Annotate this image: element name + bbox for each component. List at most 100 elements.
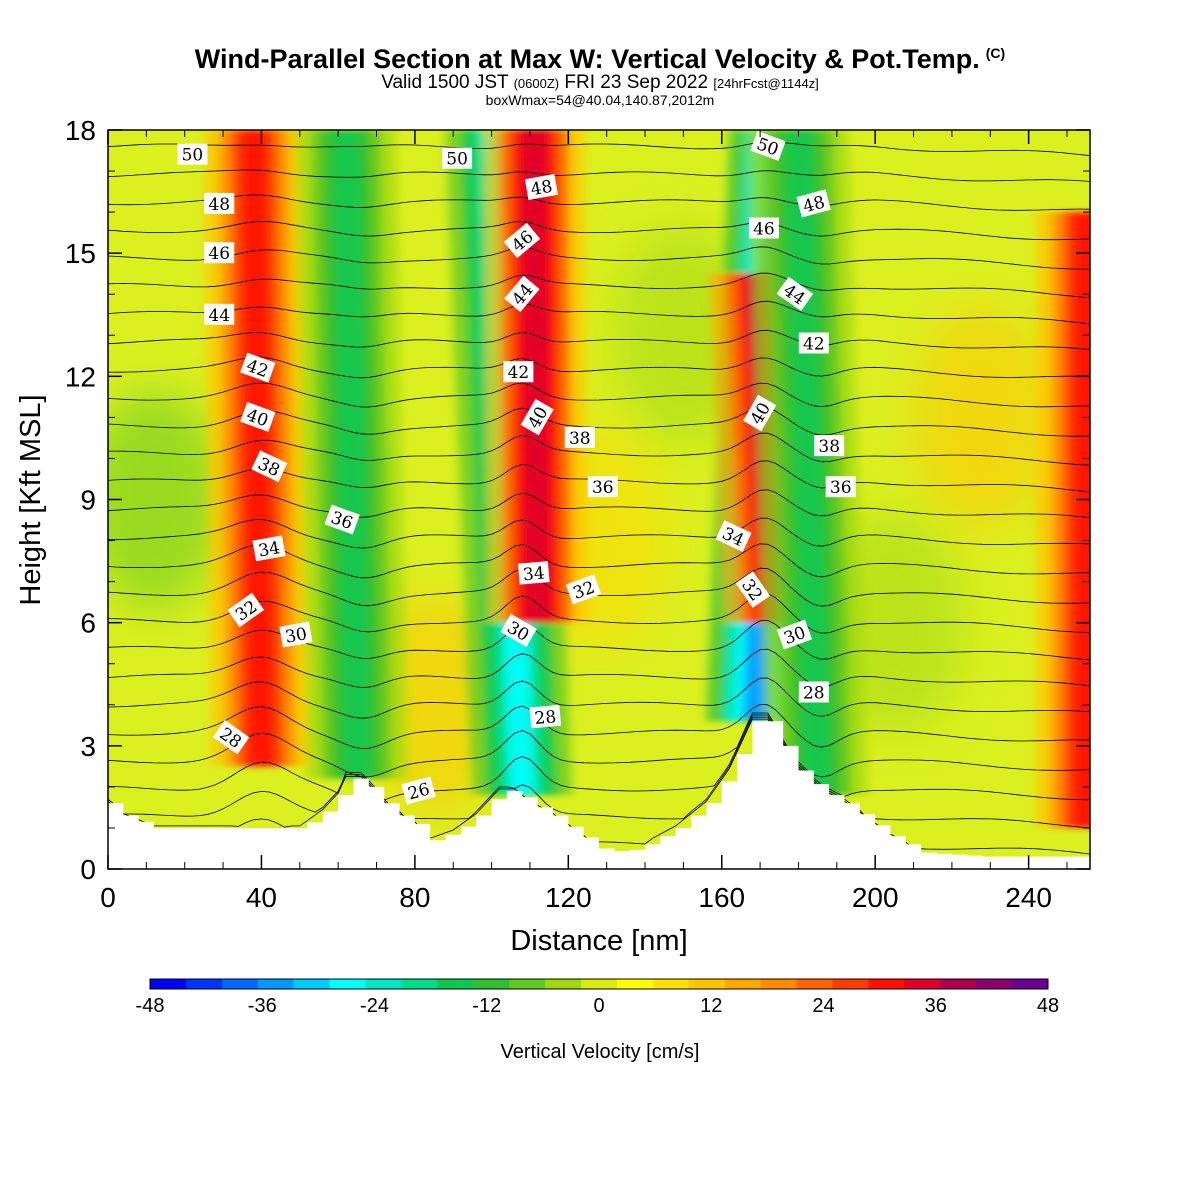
theta-contour-label: 30 xyxy=(776,619,813,650)
colorbar-frame xyxy=(149,978,1049,990)
contour-label-text: 36 xyxy=(592,478,614,498)
contour-label-text: 50 xyxy=(182,146,204,166)
theta-contour-label: 46 xyxy=(748,217,779,240)
contour-label-text: 36 xyxy=(830,478,852,498)
colorbar-swatch xyxy=(473,979,510,989)
ambient-patch xyxy=(912,307,1053,528)
colorbar-swatch xyxy=(509,979,546,989)
colorbar-swatch xyxy=(868,979,905,989)
contour-label-text: 46 xyxy=(753,220,775,240)
contour-label-box xyxy=(529,704,562,729)
theta-contour-line xyxy=(108,712,1090,778)
velocity-band-downdraft xyxy=(332,130,371,779)
contour-label-text: 42 xyxy=(803,335,825,355)
colorbar-tick-label: 36 xyxy=(925,995,947,1017)
valid-utc: (0600Z) xyxy=(513,76,560,91)
colorbar-swatch xyxy=(940,979,977,989)
contour-label-box xyxy=(204,192,235,214)
ambient-patch xyxy=(108,389,225,610)
contour-label-box xyxy=(401,776,436,805)
colorbar-swatch xyxy=(257,979,295,989)
theta-contour-label: 46 xyxy=(204,242,235,264)
x-tick-label: 200 xyxy=(852,882,899,913)
theta-contour-line xyxy=(108,489,1090,518)
contour-label-box xyxy=(798,681,829,703)
contour-label-text: 48 xyxy=(529,177,554,200)
theta-contour-label: 32 xyxy=(565,574,602,605)
contour-label-box xyxy=(825,476,856,498)
contour-label-box xyxy=(565,574,602,605)
chart-title: Wind-Parallel Section at Max W: Vertical… xyxy=(0,44,1200,75)
theta-contour-label: 36 xyxy=(324,504,360,535)
theta-contour-line xyxy=(108,677,1090,719)
contour-label-box xyxy=(798,332,829,354)
contour-label-box xyxy=(503,222,541,259)
colorbar-swatch xyxy=(329,979,366,989)
contour-label-text: 42 xyxy=(508,363,530,383)
colorbar-swatch xyxy=(616,979,654,989)
contour-label-text: 28 xyxy=(534,707,557,729)
contour-label-box xyxy=(240,401,276,432)
colorbar-swatch xyxy=(581,979,618,989)
colorbar-swatch xyxy=(1012,979,1049,989)
contour-label-box xyxy=(251,450,288,483)
theta-contour-line xyxy=(108,716,1090,829)
valid-time-line: Valid 1500 JST (0600Z) FRI 23 Sep 2022 [… xyxy=(0,72,1200,94)
y-tick-label: 12 xyxy=(65,361,96,392)
theta-contour-label: 44 xyxy=(204,303,235,326)
colorbar-swatch xyxy=(760,979,797,989)
contour-label-box xyxy=(204,242,235,264)
valid-date: FRI 23 Sep 2022 xyxy=(564,72,709,93)
contour-label-box xyxy=(177,143,208,165)
theta-contour-line xyxy=(108,329,1090,350)
theta-contour-line xyxy=(108,300,1090,325)
contour-label-text: 48 xyxy=(208,195,230,215)
contour-label-box xyxy=(212,719,250,755)
contour-label-box xyxy=(204,303,235,325)
x-tick-label: 240 xyxy=(1005,882,1052,913)
contour-label-text: 38 xyxy=(569,429,591,449)
x-axis-label: Distance [nm] xyxy=(510,925,687,957)
colorbar-swatch xyxy=(365,979,402,989)
colorbar-swatch xyxy=(724,979,762,989)
y-tick-label: 3 xyxy=(80,731,96,762)
contour-label-text: 34 xyxy=(257,538,282,561)
theta-contour-line xyxy=(108,169,1090,182)
theta-contour-label: 36 xyxy=(587,476,618,498)
y-tick-label: 0 xyxy=(80,854,96,885)
contour-label-box xyxy=(814,435,845,457)
contour-label-text: 44 xyxy=(208,306,230,326)
colorbar-tick-label: -12 xyxy=(472,995,501,1017)
theta-contour-line xyxy=(108,592,1090,634)
contour-label-box xyxy=(748,217,779,239)
colorbar-swatch xyxy=(437,979,474,989)
theta-contour-line xyxy=(108,703,1090,749)
theta-contour-line xyxy=(108,432,1090,466)
colorbar-swatch xyxy=(401,979,438,989)
colorbar-tick-label: 0 xyxy=(593,995,604,1017)
colorbar-swatch xyxy=(652,979,690,989)
colorbar-label: Vertical Velocity [cm/s] xyxy=(501,1041,700,1063)
contour-label-box xyxy=(442,147,473,169)
x-tick-label: 80 xyxy=(399,882,430,913)
x-tick-label: 40 xyxy=(246,882,277,913)
theta-contour-line xyxy=(108,382,1090,408)
plot-area: 5048464442403836343230282650484644424038… xyxy=(108,130,1090,869)
theta-contour-line xyxy=(108,272,1090,298)
colorbar-tick-label: -48 xyxy=(136,995,165,1017)
theta-contour-label: 34 xyxy=(517,561,550,585)
box-info-line: boxWmax=54@40.04,140.87,2012m xyxy=(485,92,715,108)
x-tick-label: 0 xyxy=(100,882,116,913)
theta-contour-line xyxy=(108,648,1090,688)
theta-contour-label: 36 xyxy=(825,476,856,498)
contour-label-box xyxy=(715,520,752,552)
x-tick-label: 120 xyxy=(545,882,592,913)
theta-contour-label: 48 xyxy=(204,192,235,215)
y-tick-label: 15 xyxy=(65,238,96,269)
theta-contour-label: 28 xyxy=(798,681,829,704)
theta-contour-label: 50 xyxy=(177,143,208,166)
contour-label-text: 34 xyxy=(522,563,545,585)
velocity-band-updraft xyxy=(520,130,552,623)
theta-contour-label: 42 xyxy=(798,332,829,355)
